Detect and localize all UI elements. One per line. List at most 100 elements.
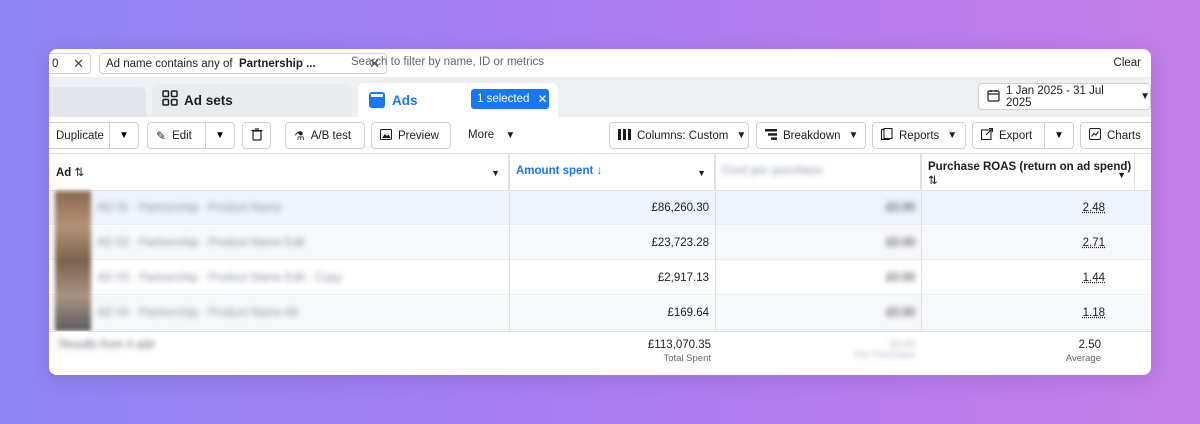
roas-cell[interactable]: 2.71 <box>1082 237 1105 249</box>
filter-bar: 0 ✕ Ad name contains any of Partnership … <box>49 49 1151 77</box>
tab-ads-label: Ads <box>392 92 418 108</box>
tab-ad-sets[interactable]: Ad sets <box>152 84 352 117</box>
ad-name: AD 02 · Partnership · Product Name Edit <box>97 237 305 249</box>
reports-label: Reports <box>899 129 940 142</box>
preview-label: Preview <box>398 129 439 142</box>
column-header-hidden-metric[interactable]: Cost per purchase <box>715 154 921 192</box>
duplicate-label: Duplicate <box>56 129 104 142</box>
summary-amount-sub: Total Spent <box>663 353 711 364</box>
sort-icon[interactable]: ⇅ <box>74 167 85 179</box>
table-row[interactable]: AD 03 · Partnership · Product Name Edit … <box>49 261 1151 295</box>
chevron-down-icon: ▼ <box>215 130 225 141</box>
ad-name: AD 04 · Partnership · Product Name Alt <box>97 307 298 319</box>
more-button[interactable]: More ▼ <box>468 129 515 141</box>
summary-hidden-sub: Per Purchase <box>854 350 915 361</box>
ad-name-cell[interactable]: AD 01 · Partnership · Product Name <box>97 191 497 225</box>
hidden-metric-cell: £0.00 <box>886 202 915 214</box>
roas-cell[interactable]: 1.18 <box>1082 307 1105 319</box>
chevron-down-icon[interactable]: ▼ <box>491 168 500 178</box>
sort-icon[interactable]: ⇅ <box>928 175 938 187</box>
chart-icon <box>1088 127 1102 143</box>
tab-campaigns[interactable] <box>49 87 146 117</box>
chevron-down-icon: ▼ <box>1140 91 1150 102</box>
ab-test-button[interactable]: ⚗ A/B test <box>285 122 365 149</box>
column-divider <box>921 153 922 375</box>
reports-button[interactable]: Reports ▼ <box>872 122 966 149</box>
search-input[interactable]: Search to filter by name, ID or metrics <box>351 56 545 68</box>
preview-button[interactable]: Preview <box>371 122 451 149</box>
clear-button[interactable]: Clear <box>1113 57 1141 69</box>
close-icon[interactable]: ✕ <box>369 55 380 71</box>
filter-chip-prefix: Ad name contains any of <box>106 57 233 70</box>
columns-button[interactable]: Columns: Custom ▼ <box>609 122 749 149</box>
column-header-ad-label: Ad <box>56 167 72 179</box>
calendar-icon <box>987 89 1000 105</box>
ad-thumbnails <box>55 191 91 331</box>
breakdown-label: Breakdown <box>783 129 841 142</box>
column-header-amount-spent[interactable]: Amount spent ↓ ▼ <box>509 154 715 192</box>
amount-spent-cell: £169.64 <box>667 307 709 319</box>
summary-row: Results from 4 ads £113,070.35 Total Spe… <box>49 331 1151 375</box>
summary-roas-value: 2.50 <box>1078 339 1101 351</box>
export-button[interactable]: Export <box>972 122 1046 149</box>
filter-chip-ad-name[interactable]: Ad name contains any of Partnership ... … <box>99 53 387 74</box>
ad-name-cell[interactable]: AD 03 · Partnership · Product Name Edit … <box>97 261 497 295</box>
tab-ad-sets-label: Ad sets <box>184 93 233 108</box>
ad-icon <box>369 92 385 108</box>
summary-roas: 2.50 Average <box>921 339 1101 364</box>
chevron-down-icon[interactable]: ▼ <box>697 168 706 178</box>
export-label: Export <box>999 129 1033 142</box>
pencil-icon: ✎ <box>156 128 167 143</box>
export-dropdown-button[interactable]: ▼ <box>1044 122 1074 149</box>
summary-hidden-metric: £0.00 Per Purchase <box>715 339 915 361</box>
edit-dropdown-button[interactable]: ▼ <box>205 122 235 149</box>
table-row[interactable]: AD 04 · Partnership · Product Name Alt £… <box>49 296 1151 330</box>
column-header-ad[interactable]: Ad ⇅ ▼ <box>49 154 509 192</box>
ad-name: AD 03 · Partnership · Product Name Edit … <box>97 272 342 284</box>
breakdown-button[interactable]: Breakdown ▼ <box>756 122 866 149</box>
arrow-down-icon[interactable]: ↓ <box>596 165 603 177</box>
chevron-down-icon: ▼ <box>119 130 129 141</box>
trash-icon <box>251 127 263 144</box>
level-tabs: Ad sets Ads 1 selected ✕ 1 Jan 2025 - 31… <box>49 77 1151 117</box>
selected-badge[interactable]: 1 selected ✕ <box>471 89 549 109</box>
summary-amount: £113,070.35 Total Spent <box>509 339 711 364</box>
roas-cell[interactable]: 2.48 <box>1082 202 1105 214</box>
chevron-down-icon[interactable]: ▼ <box>1117 170 1126 180</box>
chevron-down-icon: ▼ <box>505 130 516 141</box>
ads-manager-panel: 0 ✕ Ad name contains any of Partnership … <box>49 49 1151 375</box>
filter-chip-partial[interactable]: 0 ✕ <box>49 53 91 74</box>
edit-label: Edit <box>172 129 192 142</box>
amount-spent-cell: £23,723.28 <box>651 237 709 249</box>
column-header-hidden-label: Cost per purchase <box>722 165 823 177</box>
tab-ads[interactable]: Ads <box>358 83 558 117</box>
breakdown-icon <box>765 128 777 143</box>
image-icon <box>379 128 393 143</box>
hidden-metric-cell: £0.00 <box>886 272 915 284</box>
column-header-roas[interactable]: Purchase ROAS (return on ad spend) ⇅ ▼ <box>921 154 1135 192</box>
ad-name: AD 01 · Partnership · Product Name <box>97 202 282 214</box>
duplicate-dropdown-button[interactable]: ▼ <box>109 122 139 149</box>
edit-button[interactable]: ✎ Edit <box>147 122 207 149</box>
ad-name-cell[interactable]: AD 02 · Partnership · Product Name Edit <box>97 226 497 260</box>
date-range-picker[interactable]: 1 Jan 2025 - 31 Jul 2025 ▼ <box>978 83 1151 110</box>
summary-roas-sub: Average <box>1065 353 1101 364</box>
column-divider <box>509 153 510 375</box>
charts-button[interactable]: Charts <box>1080 122 1151 149</box>
summary-hidden-value: £0.00 <box>889 339 915 350</box>
table-row[interactable]: AD 01 · Partnership · Product Name £86,2… <box>49 191 1151 225</box>
roas-cell[interactable]: 1.44 <box>1082 272 1105 284</box>
close-icon[interactable]: ✕ <box>537 92 548 106</box>
summary-label-text: Results from 4 ads <box>59 339 155 351</box>
table-row[interactable]: AD 02 · Partnership · Product Name Edit … <box>49 226 1151 260</box>
delete-button[interactable] <box>242 122 271 149</box>
amount-spent-cell: £2,917.13 <box>657 272 709 284</box>
ad-name-cell[interactable]: AD 04 · Partnership · Product Name Alt <box>97 296 497 330</box>
close-icon[interactable]: ✕ <box>73 55 84 71</box>
columns-icon <box>618 128 631 143</box>
chevron-down-icon: ▼ <box>848 130 859 141</box>
date-range-label: 1 Jan 2025 - 31 Jul 2025 <box>1006 84 1104 109</box>
chevron-down-icon: ▼ <box>1054 130 1064 141</box>
hidden-metric-cell: £0.00 <box>886 307 915 319</box>
filter-chip-label: Ad name contains any of Partnership ... <box>106 58 316 70</box>
